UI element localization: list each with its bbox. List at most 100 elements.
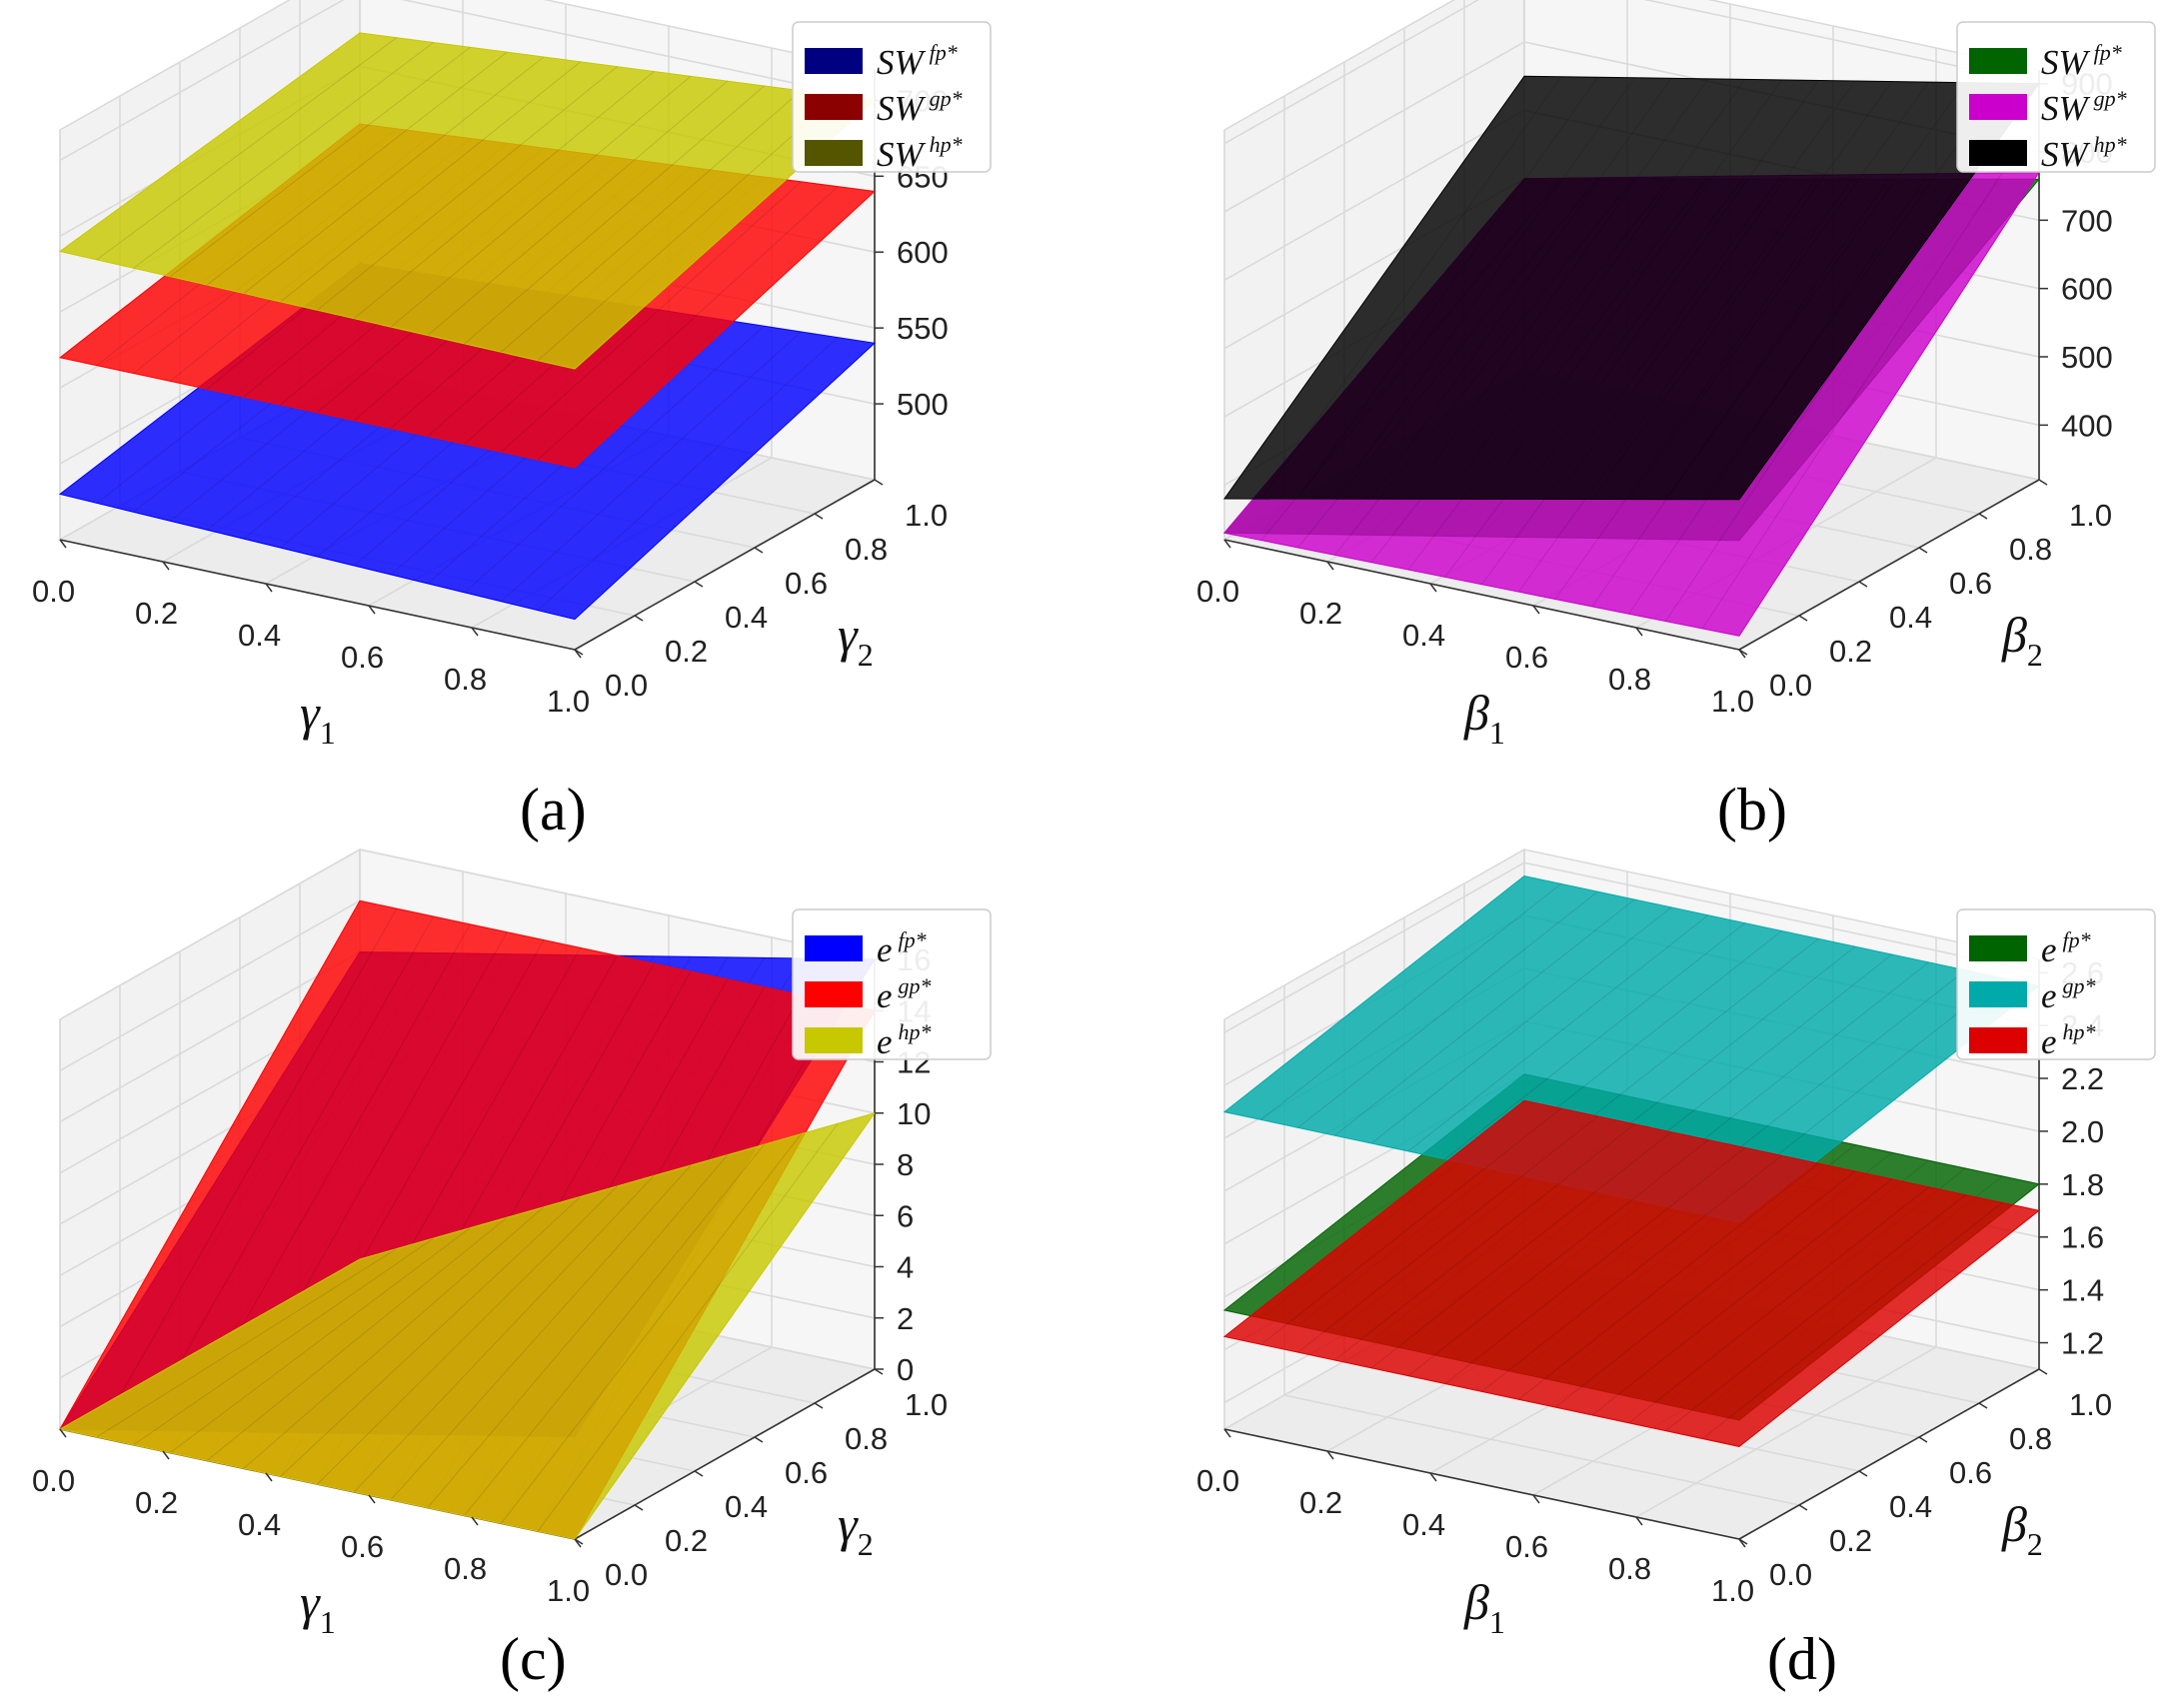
surface-mesh-line: [1628, 1186, 1929, 1424]
x-tick-mark: [162, 561, 170, 571]
x-axis-subscript: 1: [1489, 715, 1505, 751]
surface-mesh-line: [390, 75, 692, 328]
x-tick-label: 0.6: [1505, 1529, 1548, 1564]
x-tick-label: 0.2: [1299, 1485, 1342, 1520]
y-tick-mark: [1918, 547, 1928, 554]
x-axis-line: [1223, 1428, 1740, 1540]
legend-label-name: e: [2041, 930, 2057, 969]
x-tick-mark: [1223, 539, 1231, 549]
legend-label: e fp*: [877, 927, 927, 969]
x-tick-label: 0.2: [135, 596, 178, 631]
legend-label-name: SW: [2041, 89, 2091, 128]
legend-swatch: [805, 48, 863, 74]
x-tick-label: 0.6: [341, 1529, 384, 1564]
z-tick-label: 700: [2061, 203, 2113, 238]
z-tick-label: 500: [2061, 340, 2113, 375]
surface-mesh-line: [1665, 1194, 1966, 1432]
x-tick-label: 0.2: [135, 1485, 178, 1520]
legend-label-name: SW: [2041, 135, 2091, 174]
legend-label: SW fp*: [877, 40, 958, 82]
legend-label: e gp*: [877, 973, 932, 1015]
y-tick-label: 1.0: [905, 498, 948, 533]
surface-e-gp: [1222, 874, 2041, 1223]
panel-4: 0.0 0.2 0.4 0.6 0.8 1.0 0.0 0.2 0.4 0.6 0.8 1.0 1.2 1…: [1196, 848, 2156, 1692]
y-tick-mark: [1798, 1504, 1808, 1511]
z-tick-label: 4: [897, 1250, 914, 1285]
z-tick-label: 8: [897, 1147, 914, 1182]
surface-mesh-line: [1481, 1154, 1782, 1392]
surface-mesh-line: [1701, 172, 2003, 630]
y-tick-mark: [754, 1436, 764, 1443]
y-tick-mark: [694, 1470, 704, 1477]
y-tick-label: 1.0: [2069, 498, 2112, 533]
surface-mesh-line: [537, 1122, 839, 1532]
y-tick-label: 0.6: [1949, 566, 1992, 601]
x-tick-mark: [59, 539, 67, 549]
legend-swatch: [1969, 48, 2027, 74]
y-tick-label: 0.0: [1769, 1557, 1812, 1592]
legend-label-sup: fp*: [2094, 40, 2122, 65]
x-tick-label: 0.6: [341, 640, 384, 675]
surface-mesh-line: [96, 37, 398, 261]
surface-mesh-line: [1370, 906, 1672, 1144]
y-axis-label: γ2: [838, 1496, 874, 1562]
z-tick-label: 2.0: [2061, 1114, 2104, 1149]
y-tick-mark: [1858, 1470, 1868, 1477]
surface-sw-hp: [1223, 75, 2040, 501]
surface-mesh-line: [464, 85, 765, 345]
x-tick-mark: [265, 583, 273, 593]
y-axis-line: [1738, 1368, 2040, 1540]
y-tick-label: 0.0: [1769, 668, 1812, 703]
y-tick-mark: [694, 581, 704, 588]
surface-e-hp: [58, 1111, 877, 1540]
y-tick-label: 0.0: [605, 1557, 648, 1592]
x-tick-label: 0.6: [1505, 640, 1548, 675]
y-tick-mark: [1918, 1436, 1928, 1443]
y-axis-subscript: 2: [2027, 1526, 2043, 1562]
x-tick-mark: [1326, 561, 1334, 571]
x-tick-label: 0.8: [444, 1551, 487, 1586]
y-tick-label: 0.4: [1889, 1489, 1932, 1524]
y-tick-mark: [634, 615, 644, 622]
x-tick-label: 0.0: [32, 1463, 75, 1498]
grid-line-z: [1223, 861, 2040, 1033]
surface-mesh-line: [1407, 914, 1709, 1152]
panel-caption: (d): [1767, 1626, 1837, 1692]
surface-mesh-line: [353, 1175, 655, 1493]
y-tick-label: 0.4: [725, 600, 768, 635]
x-axis-label: γ1: [300, 1574, 336, 1640]
surface-mesh-line: [280, 1195, 582, 1477]
surface-mesh-line: [1407, 78, 1709, 500]
surface-mesh-line: [1407, 1139, 1709, 1377]
legend-label: e fp*: [2041, 927, 2091, 969]
legend-label-sup: fp*: [899, 927, 927, 952]
z-tick-label: 2: [897, 1301, 914, 1336]
x-axis-line: [1223, 539, 1740, 651]
z-tick-label: 1.8: [2061, 1167, 2104, 1202]
legend-swatch: [1969, 935, 2027, 961]
x-axis-line: [59, 539, 576, 651]
surface-mesh-line: [1260, 76, 1562, 500]
x-axis-symbol: γ: [300, 685, 321, 741]
legend-swatch: [1969, 1027, 2027, 1053]
surface-mesh-line: [206, 51, 508, 286]
surface-mesh-line: [501, 331, 802, 603]
legend-swatch: [805, 94, 863, 120]
legend-label-sup: hp*: [899, 1019, 932, 1044]
y-tick-label: 0.8: [845, 1421, 888, 1456]
x-tick-label: 0.8: [1608, 1551, 1651, 1586]
surface-mesh-line: [1297, 76, 1598, 500]
y-tick-label: 1.0: [2069, 1387, 2112, 1422]
surface-mesh-line: [317, 1185, 618, 1485]
surface-mesh-line: [133, 915, 435, 1445]
panel-caption: (b): [1717, 777, 1787, 843]
legend-label-sup: fp*: [2063, 927, 2091, 952]
surface-mesh-line: [1591, 81, 1893, 500]
x-tick-mark: [162, 1450, 170, 1460]
x-tick-mark: [59, 1428, 67, 1438]
y-axis-subscript: 2: [858, 637, 874, 673]
legend-label-sup: hp*: [930, 132, 963, 157]
x-tick-mark: [1635, 627, 1643, 637]
x-tick-label: 1.0: [547, 684, 590, 719]
x-tick-label: 1.0: [1711, 1573, 1754, 1608]
